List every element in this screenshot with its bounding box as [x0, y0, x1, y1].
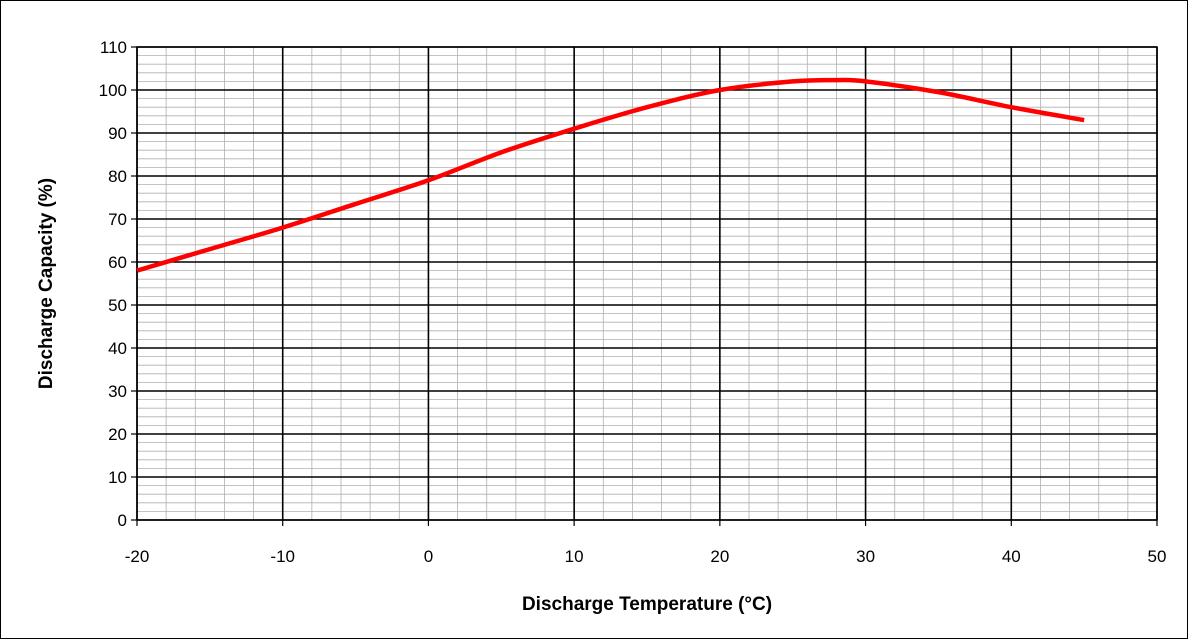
y-tick-label: 80	[108, 167, 127, 186]
major-grid	[136, 46, 1158, 521]
y-tick-label: 0	[118, 511, 127, 530]
y-tick-label: 110	[100, 38, 127, 57]
y-tick-label: 30	[108, 382, 127, 401]
series-line	[136, 77, 1085, 273]
x-tick-label: 50	[1148, 547, 1167, 566]
minor-grid	[136, 46, 1158, 521]
series-layer	[136, 77, 1085, 273]
x-tick-label: 20	[710, 547, 729, 566]
y-axis-title: Discharge Capacity (%)	[36, 178, 57, 389]
x-tick-label: 0	[424, 547, 433, 566]
y-tick-label: 70	[108, 210, 127, 229]
plot-area-border	[136, 46, 1158, 521]
x-tick-label: 40	[1002, 547, 1021, 566]
x-tick-label: -20	[125, 547, 150, 566]
y-tick-label: 20	[108, 425, 127, 444]
x-tick-label: -10	[270, 547, 295, 566]
y-tick-label: 40	[108, 339, 127, 358]
x-axis-title: Discharge Temperature (°C)	[522, 594, 772, 615]
x-tick-label: 10	[565, 547, 584, 566]
y-tick-label: 90	[108, 124, 127, 143]
y-tick-label: 60	[108, 253, 127, 272]
x-axis-ticks: -20 -10 0 10 20 30 40 50	[125, 520, 1167, 566]
y-tick-label: 50	[108, 296, 127, 315]
x-tick-label: 30	[856, 547, 875, 566]
y-axis-ticks: 0 10 20 30 40 50 60 70 80 90 100 110	[99, 38, 137, 530]
y-tick-label: 100	[99, 81, 127, 100]
y-tick-label: 10	[108, 468, 127, 487]
